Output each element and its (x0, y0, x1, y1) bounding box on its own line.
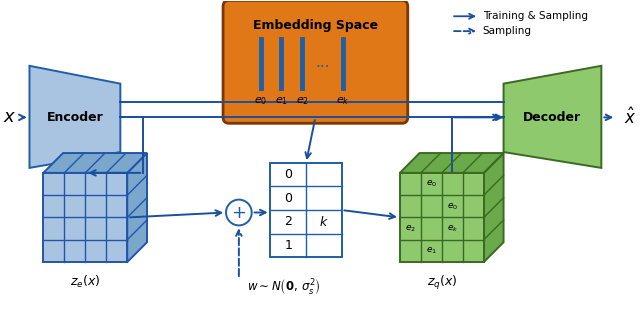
Text: Training & Sampling: Training & Sampling (483, 11, 588, 21)
Text: $e_2$: $e_2$ (405, 223, 416, 234)
Polygon shape (127, 153, 147, 262)
Text: 1: 1 (284, 239, 292, 252)
Text: $e_1$: $e_1$ (426, 246, 437, 256)
Text: Decoder: Decoder (523, 111, 581, 124)
FancyBboxPatch shape (223, 0, 408, 123)
Bar (271, 163, 342, 257)
Text: $e_0$: $e_0$ (254, 95, 268, 107)
Polygon shape (29, 66, 120, 168)
Text: $w{\sim}N\left(\mathbf{0},\,\sigma_s^2\right)$: $w{\sim}N\left(\mathbf{0},\,\sigma_s^2\r… (247, 277, 321, 297)
Polygon shape (44, 153, 147, 173)
Text: ...: ... (316, 55, 330, 70)
Text: 2: 2 (284, 215, 292, 228)
Text: $z_q(x)$: $z_q(x)$ (426, 274, 457, 292)
Text: Sampling: Sampling (483, 26, 532, 36)
Polygon shape (504, 66, 602, 168)
Text: $e_k$: $e_k$ (336, 95, 349, 107)
Text: $e_2$: $e_2$ (296, 95, 308, 107)
Polygon shape (400, 173, 484, 262)
Polygon shape (44, 173, 127, 262)
Text: 0: 0 (284, 168, 292, 181)
Text: +: + (232, 203, 246, 221)
Text: $\hat{x}$: $\hat{x}$ (624, 107, 637, 128)
Text: Embedding Space: Embedding Space (253, 19, 378, 32)
Text: $e_0$: $e_0$ (447, 201, 458, 212)
Text: $x$: $x$ (3, 108, 17, 126)
Text: $e_k$: $e_k$ (447, 223, 458, 234)
Text: Encoder: Encoder (47, 111, 103, 124)
Circle shape (226, 200, 252, 225)
Text: $k$: $k$ (319, 215, 328, 229)
Text: $z_e(x)$: $z_e(x)$ (70, 274, 100, 290)
Text: $e_1$: $e_1$ (275, 95, 288, 107)
Text: $e_0$: $e_0$ (426, 179, 437, 189)
Text: 0: 0 (284, 192, 292, 205)
Polygon shape (400, 153, 504, 173)
Polygon shape (484, 153, 504, 262)
